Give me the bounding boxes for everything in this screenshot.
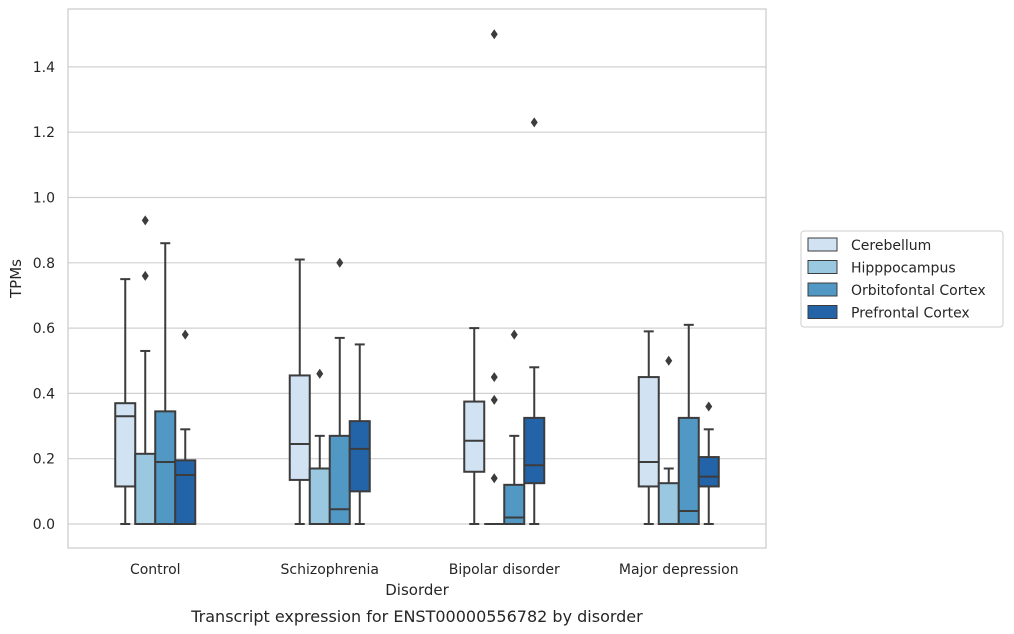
y-tick-label: 1.2 [33, 125, 55, 141]
box-group [328, 257, 351, 525]
x-tick-label: Major depression [619, 562, 739, 578]
outlier-point [490, 29, 498, 40]
legend-frame [800, 230, 1004, 328]
y-axis-label: TPMs [7, 259, 25, 299]
outlier-point [490, 372, 498, 383]
box-group [484, 29, 505, 525]
box-iqr [697, 456, 720, 488]
box-group [677, 323, 700, 526]
box-iqr [657, 482, 680, 525]
legend-label: Orbitofontal Cortex [851, 283, 986, 299]
box-group [523, 117, 546, 525]
chart-caption: Transcript expression for ENST0000055678… [190, 607, 643, 626]
box-iqr [348, 420, 371, 493]
box-iqr [637, 376, 660, 488]
box-group [697, 401, 720, 525]
outlier-point [510, 329, 518, 340]
box-group [134, 215, 157, 525]
outlier-point [336, 257, 344, 268]
legend-label: Hipppocampus [851, 261, 956, 277]
legend-label: Prefrontal Cortex [851, 306, 970, 322]
box-group [503, 329, 526, 526]
box-iqr [463, 400, 486, 473]
plot-frame [67, 8, 767, 549]
y-tick-label: 0.6 [33, 321, 55, 337]
outlier-point [490, 473, 498, 484]
box-iqr [134, 452, 157, 525]
box-iqr [523, 416, 546, 485]
legend: Cerebellum Hipppocampus Orbitofontal Corte… [800, 230, 1004, 328]
box-iqr [328, 434, 351, 525]
box-group [308, 368, 331, 525]
outlier-point [490, 394, 498, 405]
x-tick-labels: Control Schizophrenia Bipolar disorder Majo… [130, 562, 739, 578]
box-group [463, 327, 486, 525]
outlier-point [316, 368, 324, 379]
y-tick-label: 0.8 [33, 256, 55, 272]
outlier-point [705, 401, 713, 412]
y-tick-labels: 0.0 0.2 0.4 0.6 0.8 1.0 1.2 1.4 [33, 60, 55, 533]
box-group [154, 242, 177, 526]
outlier-point [665, 355, 673, 366]
legend-swatch [807, 260, 838, 274]
y-tick-label: 1.0 [33, 191, 55, 207]
outlier-point [141, 270, 149, 281]
outlier-point [141, 215, 149, 226]
y-tick-label: 0.4 [33, 386, 55, 402]
y-tick-label: 0.0 [33, 517, 55, 533]
legend-label: Cerebellum [851, 238, 931, 254]
legend-swatch [807, 237, 838, 252]
x-tick-label: Bipolar disorder [449, 562, 560, 578]
legend-swatch [807, 305, 838, 319]
x-tick-label: Schizophrenia [281, 562, 379, 578]
box-iqr [288, 374, 311, 481]
y-tick-label: 1.4 [33, 60, 55, 76]
box-iqr [174, 459, 197, 525]
x-tick-label: Control [130, 562, 181, 578]
box-iqr [114, 402, 137, 488]
box-group [114, 278, 137, 525]
box-group [657, 355, 680, 525]
outlier-point [530, 117, 538, 128]
box-iqr [503, 483, 526, 526]
x-axis-label: Disorder [385, 581, 449, 599]
box-group [348, 343, 371, 525]
box-iqr [154, 410, 177, 526]
plot-boxes [114, 29, 720, 526]
box-iqr [308, 467, 331, 525]
box-group [288, 258, 311, 525]
outlier-point [181, 329, 189, 340]
legend-swatch [807, 282, 838, 297]
box-iqr [677, 416, 700, 526]
box-group [174, 329, 197, 525]
box-group [637, 330, 660, 525]
y-tick-label: 0.2 [33, 452, 55, 468]
